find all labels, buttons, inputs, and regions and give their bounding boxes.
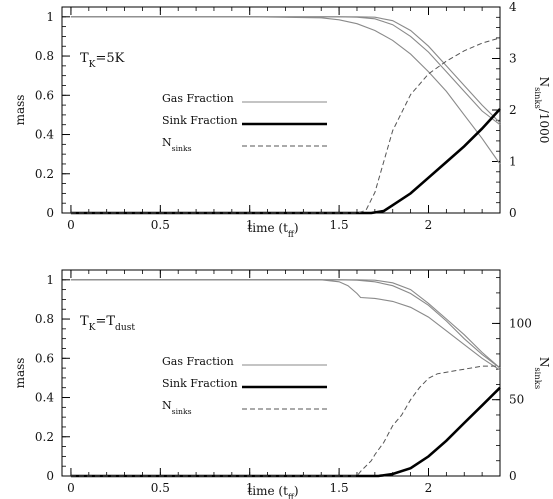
legend-label: Gas Fraction <box>162 92 234 105</box>
x-axis-label: time (tff) <box>247 221 298 239</box>
series-line-thin <box>70 279 501 369</box>
y2-axis-label: Nsinks <box>533 357 551 389</box>
y-axis-label: mass <box>13 358 27 389</box>
y2-tick-label: 1 <box>509 155 517 169</box>
series-line-thin <box>70 16 501 124</box>
y2-tick-label: 2 <box>509 103 517 117</box>
y-tick-label: 0.2 <box>35 430 54 444</box>
x-tick-label: 1 <box>246 218 254 232</box>
x-tick-label: 1.5 <box>330 218 349 232</box>
series-line-thin <box>70 16 501 165</box>
x-axis-label: time (tff) <box>247 484 298 499</box>
plot-frame <box>61 269 501 477</box>
y-tick-label: 0 <box>46 469 54 483</box>
y-tick-label: 0.8 <box>35 312 54 326</box>
x-tick-label: 0 <box>67 481 75 495</box>
y-tick-label: 0.6 <box>35 351 54 365</box>
legend-label: Nsinks <box>162 399 192 416</box>
y-axis-label: mass <box>13 95 27 126</box>
y2-tick-label: 0 <box>509 206 517 220</box>
y-tick-label: 0.2 <box>35 167 54 181</box>
x-tick-label: 2 <box>425 481 433 495</box>
y-tick-label: 1 <box>46 273 54 287</box>
y2-tick-label: 0 <box>509 469 517 483</box>
legend-label: Gas Fraction <box>162 355 234 368</box>
y2-tick-label: 4 <box>509 0 517 14</box>
temperature-annotation: TK=Tdust <box>80 314 135 333</box>
x-tick-label: 2 <box>425 218 433 232</box>
y-tick-label: 0.8 <box>35 49 54 63</box>
legend-label: Sink Fraction <box>162 114 238 127</box>
plot-frame <box>61 6 501 214</box>
series-line-dashed <box>70 37 501 214</box>
series-line-dashed <box>70 365 500 477</box>
bottom-panel: 0 0.5 1 1.5 2 0 0.2 0.4 0.6 0.8 1 0 50 100 mass Nsinks t… <box>13 269 551 499</box>
y-tick-label: 0.4 <box>35 128 54 142</box>
series-line-thin <box>70 279 501 371</box>
y-tick-label: 1 <box>46 10 54 24</box>
legend-label: Sink Fraction <box>162 377 238 390</box>
y2-tick-label: 100 <box>509 316 532 330</box>
y2-tick-label: 50 <box>509 393 524 407</box>
series-line-thin <box>70 16 501 126</box>
y-tick-label: 0.4 <box>35 391 54 405</box>
temperature-annotation: TK=5K <box>80 51 125 70</box>
y-tick-label: 0 <box>46 206 54 220</box>
top-panel: 0 0.5 1 1.5 2 0 0.2 0.4 0.6 0.8 1 0 1 2 3 4 mass Nsinks/1… <box>13 0 551 239</box>
series-line-thin <box>70 279 501 369</box>
legend-label: Nsinks <box>162 136 192 153</box>
x-tick-label: 0.5 <box>151 218 170 232</box>
y-tick-label: 0.6 <box>35 88 54 102</box>
y2-axis-label: Nsinks/1000 <box>533 77 551 144</box>
x-tick-label: 1.5 <box>330 481 349 495</box>
x-tick-label: 1 <box>246 481 254 495</box>
x-tick-label: 0.5 <box>151 481 170 495</box>
y2-tick-label: 3 <box>509 52 517 66</box>
series-line-thick <box>70 386 501 478</box>
series-line-thick <box>70 108 501 215</box>
x-tick-label: 0 <box>67 218 75 232</box>
